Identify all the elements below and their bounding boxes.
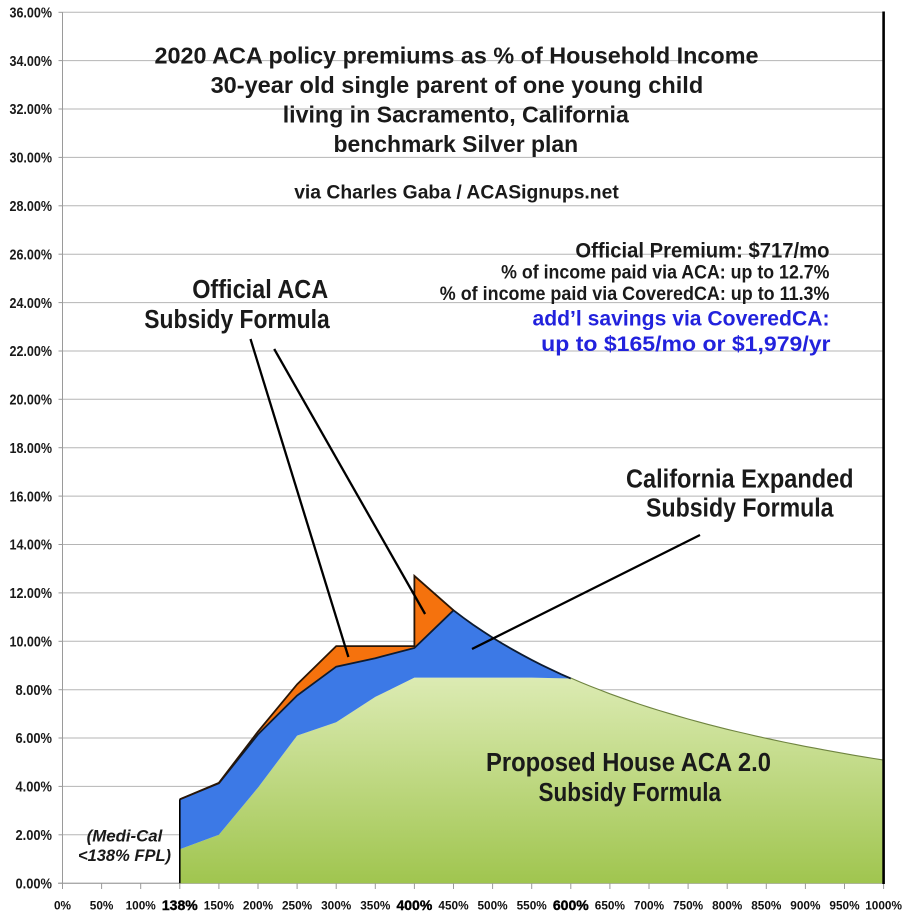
svg-text:800%: 800% [712,899,743,913]
svg-text:650%: 650% [595,899,626,913]
svg-text:% of income paid via ACA: up t: % of income paid via ACA: up to 12.7% [501,262,829,283]
svg-text:10.00%: 10.00% [10,635,53,651]
svg-text:300%: 300% [321,899,352,913]
svg-text:<138% FPL): <138% FPL) [78,846,171,865]
svg-text:benchmark Silver plan: benchmark Silver plan [333,131,578,157]
svg-text:up to $165/mo or $1,979/yr: up to $165/mo or $1,979/yr [541,332,831,356]
svg-text:26.00%: 26.00% [10,247,53,263]
svg-text:via Charles Gaba / ACASignups.: via Charles Gaba / ACASignups.net [294,182,619,204]
svg-text:0%: 0% [54,899,72,913]
svg-text:12.00%: 12.00% [10,586,53,602]
svg-text:add’l savings via CoveredCA:: add’l savings via CoveredCA: [533,307,830,331]
svg-text:250%: 250% [282,899,313,913]
svg-text:350%: 350% [360,899,391,913]
svg-text:200%: 200% [243,899,274,913]
svg-text:2.00%: 2.00% [16,828,53,844]
svg-text:6.00%: 6.00% [16,731,53,747]
svg-text:28.00%: 28.00% [10,199,53,215]
svg-text:% of income paid via CoveredCA: % of income paid via CoveredCA: up to 11… [440,284,830,305]
svg-text:150%: 150% [204,899,235,913]
svg-text:16.00%: 16.00% [10,489,53,505]
svg-text:950%: 950% [829,899,860,913]
svg-text:30.00%: 30.00% [10,151,53,167]
svg-text:750%: 750% [673,899,704,913]
svg-text:32.00%: 32.00% [10,102,53,118]
svg-text:600%: 600% [553,897,589,913]
svg-text:550%: 550% [517,899,548,913]
svg-text:14.00%: 14.00% [10,538,53,554]
svg-text:700%: 700% [634,899,665,913]
svg-text:400%: 400% [396,897,432,913]
svg-text:22.00%: 22.00% [10,344,53,360]
svg-text:100%: 100% [126,899,157,913]
svg-text:Official ACA: Official ACA [192,276,328,304]
svg-text:Subsidy Formula: Subsidy Formula [144,306,330,334]
svg-text:Subsidy Formula: Subsidy Formula [539,779,722,807]
svg-text:Official Premium: $717/mo: Official Premium: $717/mo [575,238,829,262]
svg-text:30-year old single parent of o: 30-year old single parent of one young c… [211,72,704,98]
svg-text:24.00%: 24.00% [10,296,53,312]
svg-text:34.00%: 34.00% [10,54,53,70]
svg-text:2020 ACA policy premiums as %: 2020 ACA policy premiums as % of Househo… [155,43,759,69]
svg-text:500%: 500% [478,899,509,913]
svg-text:20.00%: 20.00% [10,393,53,409]
svg-text:4.00%: 4.00% [16,780,53,796]
svg-text:Proposed House ACA 2.0: Proposed House ACA 2.0 [486,749,771,777]
svg-text:900%: 900% [790,899,821,913]
svg-text:18.00%: 18.00% [10,441,53,457]
svg-text:Subsidy Formula: Subsidy Formula [646,495,834,523]
svg-text:0.00%: 0.00% [16,876,53,892]
svg-text:California Expanded: California Expanded [626,466,854,494]
svg-text:1000%: 1000% [865,899,902,913]
svg-text:living in Sacramento, Californ: living in Sacramento, California [283,102,629,128]
svg-text:850%: 850% [751,899,782,913]
svg-text:50%: 50% [90,899,114,913]
svg-text:(Medi-Cal: (Medi-Cal [87,827,164,846]
svg-text:8.00%: 8.00% [16,683,53,699]
svg-text:450%: 450% [438,899,469,913]
svg-text:36.00%: 36.00% [10,6,53,22]
svg-text:138%: 138% [162,897,198,913]
